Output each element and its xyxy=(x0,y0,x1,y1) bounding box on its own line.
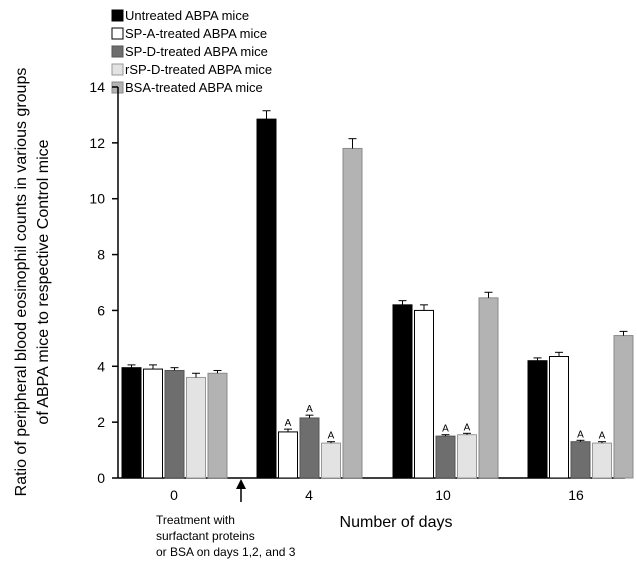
legend-label: Untreated ABPA mice xyxy=(125,8,249,23)
bar xyxy=(478,297,499,479)
significance-marker: A xyxy=(599,431,606,442)
y-axis-title: Ratio of peripheral blood eosinophil cou… xyxy=(13,68,52,497)
y-axis-title-line: of ABPA mice to respective Control mice xyxy=(35,139,52,424)
treatment-note-line: surfactant proteins xyxy=(156,529,255,543)
bar xyxy=(457,434,477,479)
y-tick-label: 10 xyxy=(89,191,105,207)
y-axis: 0 2 4 6 8 10 12 14 xyxy=(89,79,119,486)
bar xyxy=(392,304,413,479)
bars: A A A A A A A xyxy=(121,110,634,479)
bar xyxy=(613,335,634,479)
bar xyxy=(256,118,277,479)
bar xyxy=(570,441,591,479)
x-tick-label: 0 xyxy=(170,487,178,503)
legend: Untreated ABPA mice SP-A-treated ABPA mic… xyxy=(111,8,272,95)
legend-label: BSA-treated ABPA mice xyxy=(125,80,263,95)
x-tick-label: 16 xyxy=(568,487,584,503)
bar xyxy=(207,372,228,479)
bar xyxy=(342,147,363,479)
x-axis-title: Number of days xyxy=(340,514,453,531)
y-tick-label: 8 xyxy=(97,247,105,263)
bar xyxy=(549,356,569,479)
significance-marker: A xyxy=(306,404,313,415)
y-tick-label: 14 xyxy=(89,79,105,95)
bar xyxy=(121,367,142,479)
bar xyxy=(414,309,434,479)
bar xyxy=(592,442,612,479)
bar xyxy=(299,417,320,479)
legend-swatch xyxy=(111,63,124,76)
bar xyxy=(321,442,341,479)
significance-marker: A xyxy=(577,429,584,440)
legend-label: SP-D-treated ABPA mice xyxy=(125,44,268,59)
bar xyxy=(278,431,298,479)
legend-label: SP-A-treated ABPA mice xyxy=(125,26,267,41)
legend-swatch xyxy=(111,27,124,40)
treatment-annotation: Treatment with surfactant proteins or BSA … xyxy=(156,479,296,559)
significance-marker: A xyxy=(285,418,292,429)
legend-label: rSP-D-treated ABPA mice xyxy=(125,62,272,77)
y-axis-title-line: Ratio of peripheral blood eosinophil cou… xyxy=(13,68,30,497)
bar xyxy=(527,360,548,479)
x-tick-label: 4 xyxy=(305,487,313,503)
treatment-note-line: or BSA on days 1,2, and 3 xyxy=(156,545,296,559)
bar xyxy=(186,376,206,479)
x-tick-label: 10 xyxy=(435,487,451,503)
bar xyxy=(143,368,163,479)
y-tick-label: 2 xyxy=(97,414,105,430)
bar xyxy=(435,435,456,479)
x-axis: 0 4 10 16 xyxy=(118,477,625,503)
y-tick-label: 6 xyxy=(97,302,105,318)
legend-swatch xyxy=(111,9,124,22)
y-tick-label: 0 xyxy=(97,470,105,486)
legend-swatch xyxy=(111,45,124,58)
significance-marker: A xyxy=(328,431,335,442)
treatment-note-line: Treatment with xyxy=(156,513,235,527)
y-tick-label: 4 xyxy=(97,358,105,374)
significance-marker: A xyxy=(464,422,471,433)
y-tick-label: 12 xyxy=(89,135,105,151)
bar xyxy=(164,369,185,479)
up-arrow-head-icon xyxy=(236,479,246,489)
significance-marker: A xyxy=(442,424,449,435)
